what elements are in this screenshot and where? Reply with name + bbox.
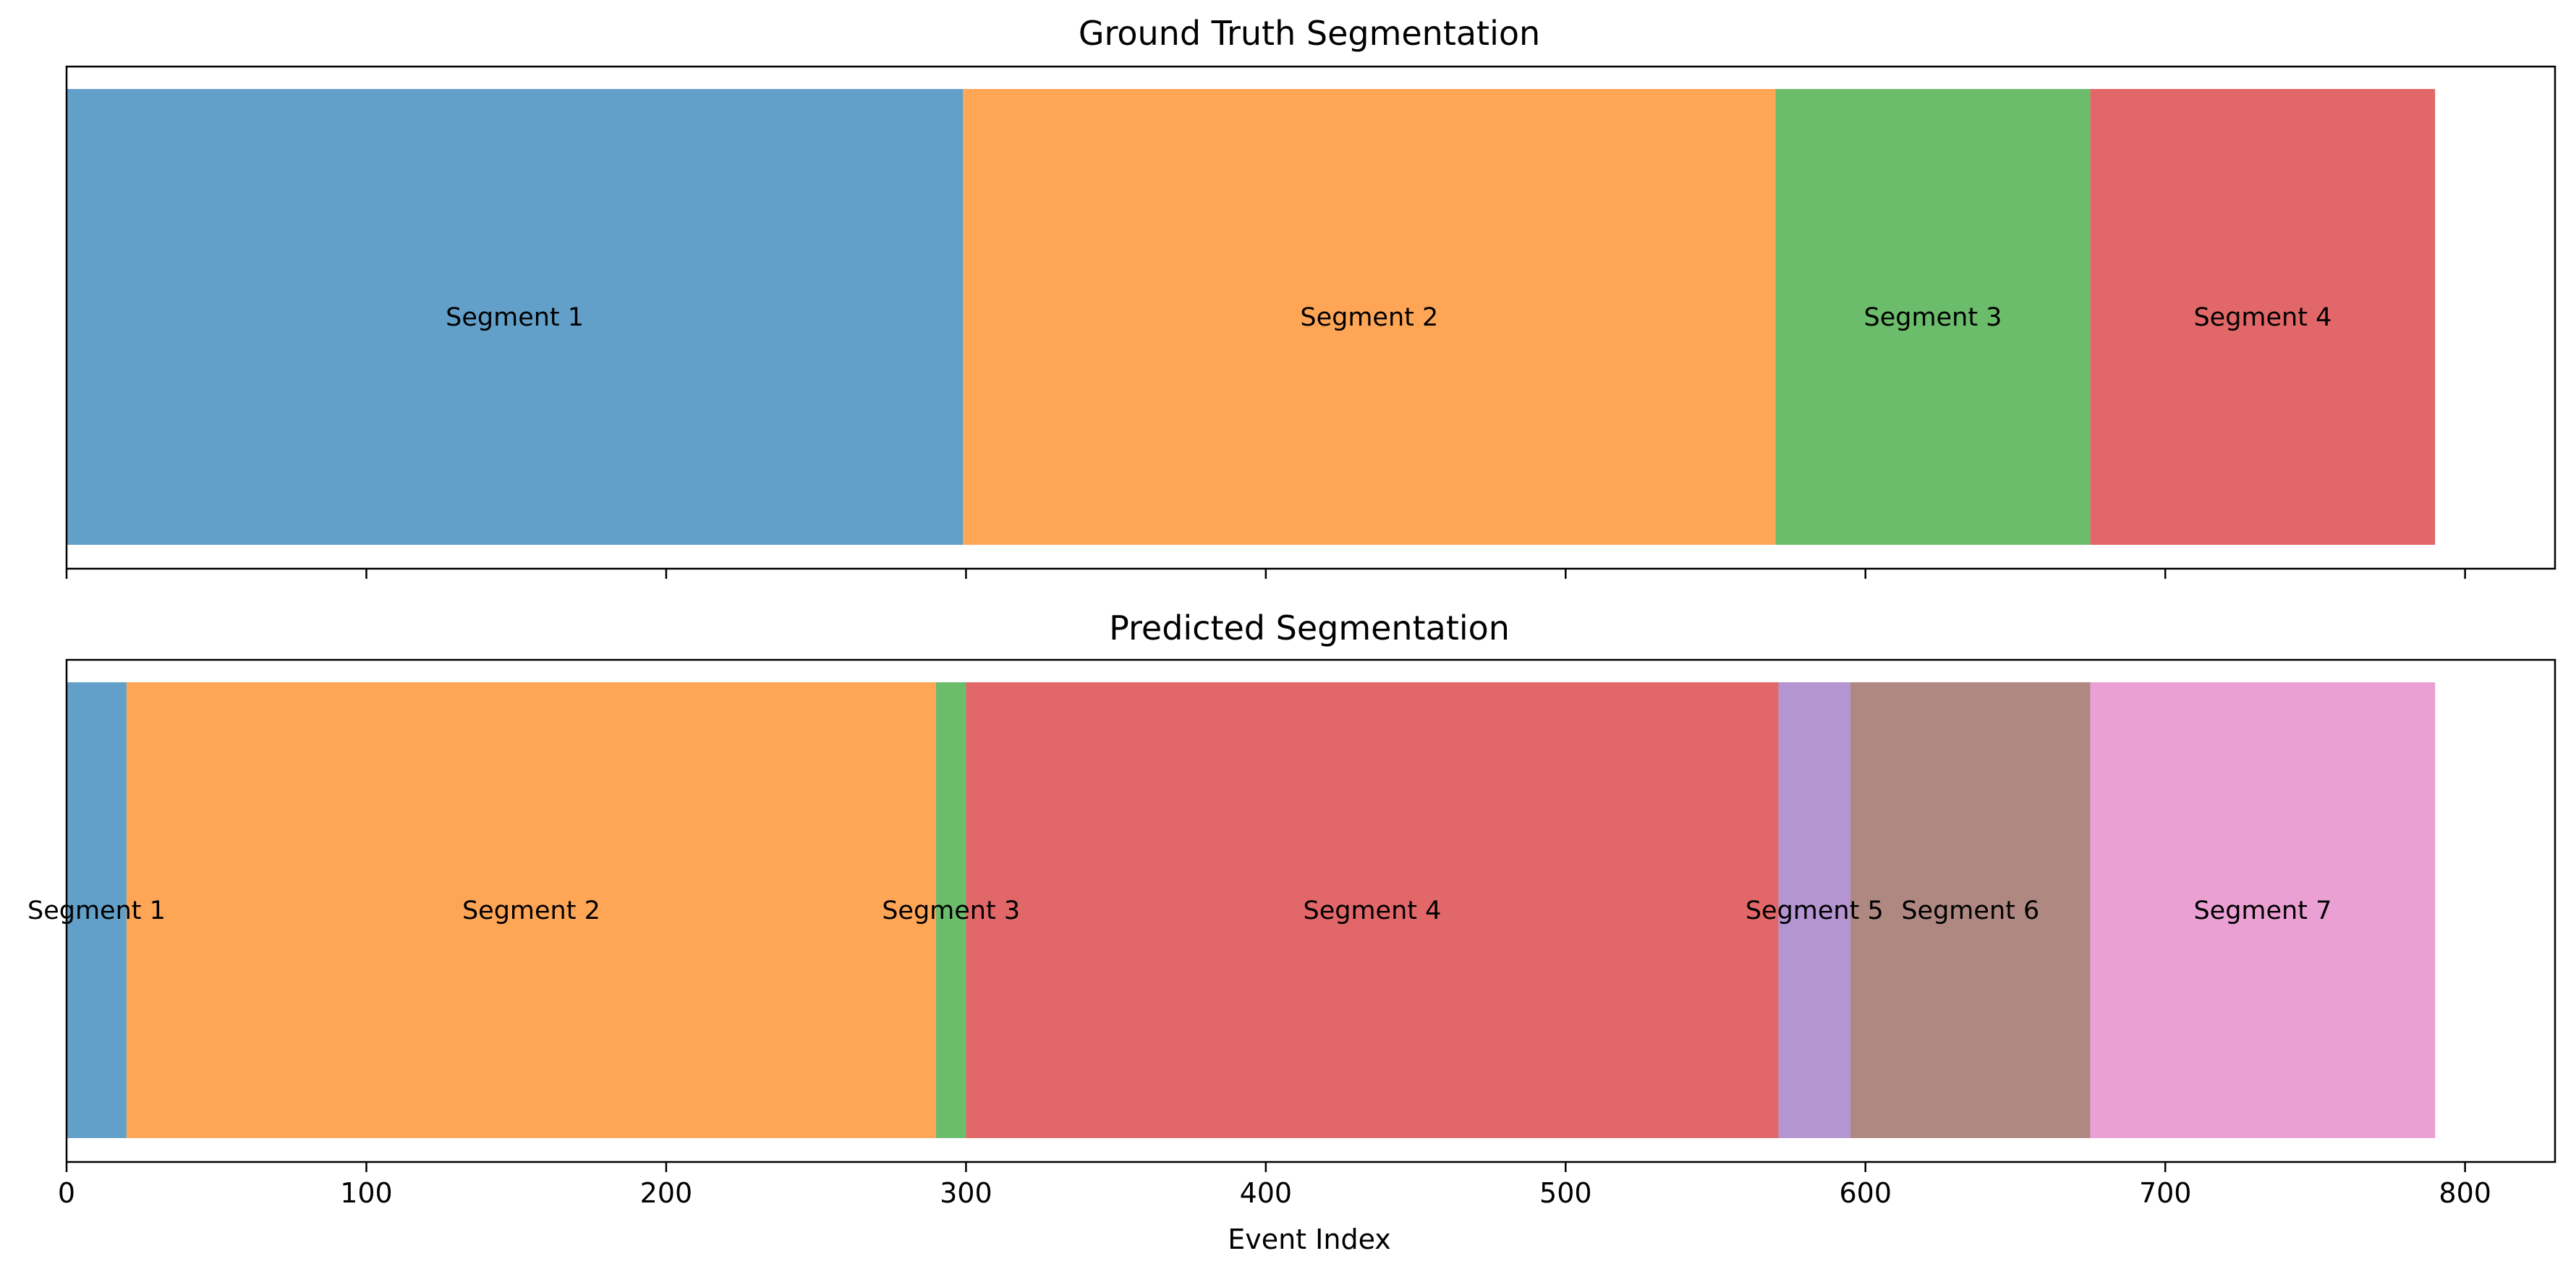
segment-bar-2 xyxy=(126,682,936,1138)
x-axis-label: Event Index xyxy=(1228,1223,1391,1255)
predicted-panel: Predicted Segmentation Segment 1 Segment … xyxy=(27,608,2556,1255)
segment-bar-6 xyxy=(1850,682,2091,1138)
segment-label-2: Segment 2 xyxy=(462,896,600,925)
segment-bar-3 xyxy=(935,682,966,1138)
x-tick-label-700: 700 xyxy=(2139,1177,2192,1209)
segment-label-5: Segment 5 xyxy=(1746,896,1884,925)
segment-label-1: Segment 1 xyxy=(27,896,166,925)
x-tick-label-400: 400 xyxy=(1240,1177,1293,1209)
segment-label-2: Segment 2 xyxy=(1300,303,1438,332)
ground-truth-axes-frame xyxy=(65,65,2556,570)
segment-label-4: Segment 4 xyxy=(2193,303,2331,332)
x-tick-label-200: 200 xyxy=(640,1177,693,1209)
ground-truth-panel: Ground Truth Segmentation Segment 1 Segme… xyxy=(65,14,2556,579)
predicted-segment-labels: Segment 1 Segment 2 Segment 3 Segment 4 Segm… xyxy=(27,896,2331,925)
x-tick-label-0: 0 xyxy=(58,1177,75,1209)
ground-truth-segment-labels: Segment 1 Segment 2 Segment 3 Segment 4 xyxy=(446,303,2331,332)
segment-label-4: Segment 4 xyxy=(1304,896,1442,925)
predicted-title: Predicted Segmentation xyxy=(1109,608,1510,648)
x-tick-label-300: 300 xyxy=(940,1177,992,1209)
predicted-bars xyxy=(67,682,2436,1138)
x-tick-label-600: 600 xyxy=(1839,1177,1892,1209)
segment-label-1: Segment 1 xyxy=(446,303,584,332)
predicted-x-tick-labels: 0 100 200 300 400 500 600 700 800 xyxy=(58,1177,2491,1209)
x-tick-label-500: 500 xyxy=(1539,1177,1592,1209)
segment-label-6: Segment 6 xyxy=(1901,896,2039,925)
segment-label-3: Segment 3 xyxy=(1864,303,2002,332)
segment-bar-3 xyxy=(1775,89,2091,545)
segment-label-7: Segment 7 xyxy=(2193,896,2331,925)
ground-truth-x-ticks xyxy=(65,569,2466,579)
ground-truth-title: Ground Truth Segmentation xyxy=(1079,14,1540,53)
x-tick-label-100: 100 xyxy=(340,1177,393,1209)
predicted-axes-frame xyxy=(65,658,2556,1163)
segment-bar-4 xyxy=(966,682,1779,1138)
segment-bar-1 xyxy=(67,89,964,545)
segment-label-3: Segment 3 xyxy=(882,896,1020,925)
segment-bar-7 xyxy=(2090,682,2436,1138)
ground-truth-bars xyxy=(67,89,2436,545)
segment-bar-5 xyxy=(1778,682,1851,1138)
segment-bar-1 xyxy=(67,682,127,1138)
segment-bar-4 xyxy=(2090,89,2436,545)
segment-bar-2 xyxy=(963,89,1776,545)
predicted-x-ticks xyxy=(65,1162,2466,1172)
x-tick-label-800: 800 xyxy=(2439,1177,2491,1209)
